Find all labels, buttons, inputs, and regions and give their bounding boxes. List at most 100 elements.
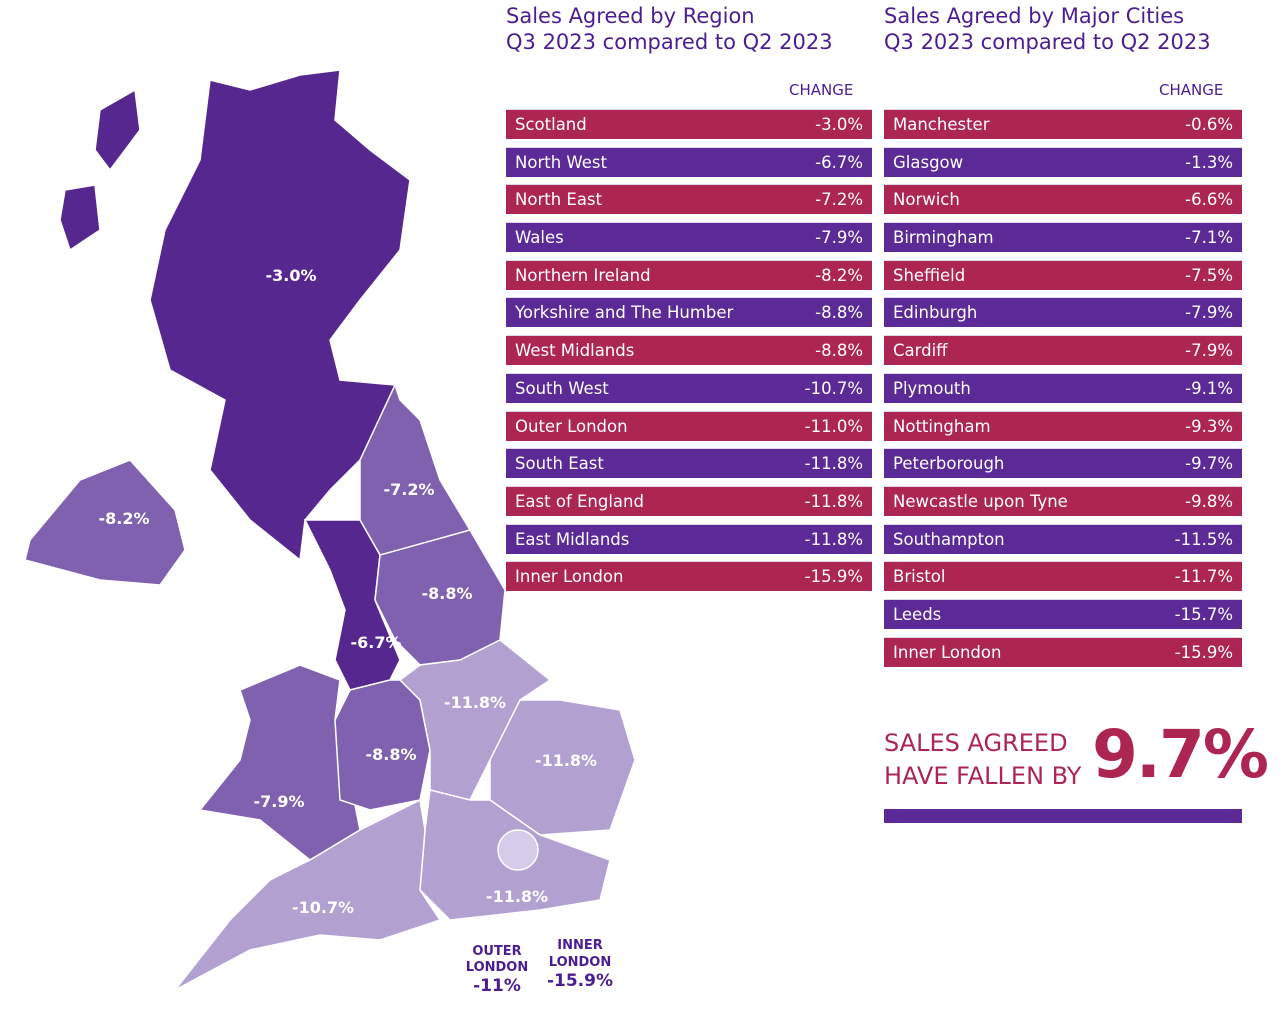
row-name: South West: [515, 378, 609, 398]
cities-title-line2: Q3 2023 compared to Q2 2023: [884, 30, 1211, 54]
row-value: -11.8%: [804, 491, 863, 511]
cities-change-header: CHANGE: [1159, 81, 1224, 99]
row-value: -15.7%: [1174, 604, 1233, 624]
row-value: -7.9%: [815, 228, 863, 248]
row-value: -11.7%: [1174, 567, 1233, 587]
summary-value: 9.7%: [1092, 716, 1269, 793]
uk-map: -3.0% -8.2% -7.2% -8.8% -6.7% -11.8% -8.…: [24, 69, 636, 996]
row-value: -11.0%: [804, 416, 863, 436]
label-wales: -7.9%: [253, 792, 304, 811]
row-value: -9.3%: [1185, 416, 1233, 436]
row-name: North East: [515, 190, 602, 210]
table-row: Newcastle upon Tyne -9.8%: [884, 485, 1242, 516]
table-row: Leeds -15.7%: [884, 598, 1242, 629]
row-value: -11.8%: [804, 529, 863, 549]
label-west-midlands: -8.8%: [365, 745, 416, 764]
table-row: Wales -7.9%: [506, 222, 872, 253]
table-row: Nottingham -9.3%: [884, 410, 1242, 441]
row-name: Edinburgh: [893, 303, 978, 323]
row-name: Inner London: [515, 567, 624, 587]
row-name: Newcastle upon Tyne: [893, 491, 1068, 511]
table-row: Edinburgh -7.9%: [884, 297, 1242, 328]
row-name: Nottingham: [893, 416, 991, 436]
outer-london-line1: OUTER: [472, 944, 521, 959]
row-value: -9.7%: [1185, 454, 1233, 474]
regions-table: Scotland -3.0% North West -6.7% North East -7…: [506, 109, 872, 599]
regions-title-line2: Q3 2023 compared to Q2 2023: [506, 30, 833, 54]
row-name: Leeds: [893, 604, 942, 624]
row-name: Peterborough: [893, 454, 1005, 474]
row-value: -8.2%: [815, 265, 863, 285]
table-row: South West -10.7%: [506, 372, 872, 403]
table-row: South East -11.8%: [506, 448, 872, 479]
inner-london-value: -15.9%: [547, 971, 613, 991]
row-value: -15.9%: [1174, 642, 1233, 662]
inner-london-line1: INNER: [557, 938, 603, 953]
row-name: South East: [515, 454, 604, 474]
summary-line2: HAVE FALLEN BY: [884, 762, 1082, 790]
outer-london-value: -11%: [473, 976, 521, 996]
table-row: Yorkshire and The Humber -8.8%: [506, 297, 872, 328]
summary-headline: SALES AGREED HAVE FALLEN BY: [884, 727, 1081, 793]
table-row: Sheffield -7.5%: [884, 259, 1242, 290]
row-name: Plymouth: [893, 378, 971, 398]
table-row: East Midlands -11.8%: [506, 523, 872, 554]
table-row: Inner London -15.9%: [884, 636, 1242, 667]
row-name: Outer London: [515, 416, 628, 436]
cities-title: Sales Agreed by Major Cities Q3 2023 com…: [884, 3, 1211, 55]
table-row: Manchester -0.6%: [884, 109, 1242, 139]
row-name: Glasgow: [893, 152, 964, 172]
table-row: Birmingham -7.1%: [884, 222, 1242, 253]
row-name: Birmingham: [893, 228, 994, 248]
row-value: -8.8%: [815, 303, 863, 323]
region-scotland-isles: [94, 88, 141, 172]
row-name: Northern Ireland: [515, 265, 651, 285]
summary-line1: SALES AGREED: [884, 729, 1068, 757]
table-row: West Midlands -8.8%: [506, 335, 872, 366]
row-value: -1.3%: [1185, 152, 1233, 172]
row-value: -9.8%: [1185, 491, 1233, 511]
row-name: Cardiff: [893, 341, 948, 361]
label-south-east: -11.8%: [486, 887, 548, 906]
label-east-of-england: -11.8%: [535, 751, 597, 770]
row-name: Bristol: [893, 567, 946, 587]
table-row: Northern Ireland -8.2%: [506, 259, 872, 290]
region-east-of-england: [489, 699, 636, 836]
row-value: -0.6%: [1185, 115, 1233, 134]
region-west-midlands: [334, 679, 431, 811]
region-northern-ireland: [24, 459, 186, 586]
row-name: North West: [515, 152, 607, 172]
region-inner-london: [497, 829, 539, 871]
regions-title: Sales Agreed by Region Q3 2023 compared …: [506, 3, 833, 55]
row-value: -15.9%: [804, 567, 863, 587]
outer-london-line2: LONDON: [466, 960, 528, 975]
label-north-east: -7.2%: [383, 480, 434, 499]
row-name: Scotland: [515, 115, 587, 134]
region-wales: [198, 664, 361, 861]
row-name: Yorkshire and The Humber: [515, 303, 734, 323]
table-row: Cardiff -7.9%: [884, 335, 1242, 366]
row-value: -7.2%: [815, 190, 863, 210]
row-value: -11.5%: [1174, 529, 1233, 549]
inner-london-line2: LONDON: [549, 955, 611, 970]
row-value: -6.7%: [815, 152, 863, 172]
region-south-west: [174, 798, 442, 991]
label-yorkshire: -8.8%: [421, 584, 472, 603]
table-row: Norwich -6.6%: [884, 184, 1242, 215]
row-value: -3.0%: [815, 115, 863, 134]
label-north-west: -6.7%: [350, 633, 401, 652]
cities-table: Manchester -0.6% Glasgow -1.3% Norwich -6.6% B…: [884, 109, 1242, 674]
row-name: West Midlands: [515, 341, 635, 361]
table-row: North West -6.7%: [506, 146, 872, 177]
row-name: Wales: [515, 228, 564, 248]
row-name: Norwich: [893, 190, 960, 210]
label-scotland: -3.0%: [265, 266, 316, 285]
table-row: Scotland -3.0%: [506, 109, 872, 139]
row-value: -7.9%: [1185, 303, 1233, 323]
table-row: Bristol -11.7%: [884, 561, 1242, 592]
regions-title-line1: Sales Agreed by Region: [506, 4, 755, 28]
table-row: East of England -11.8%: [506, 485, 872, 516]
row-name: Southampton: [893, 529, 1005, 549]
row-value: -7.1%: [1185, 228, 1233, 248]
row-name: East of England: [515, 491, 644, 511]
